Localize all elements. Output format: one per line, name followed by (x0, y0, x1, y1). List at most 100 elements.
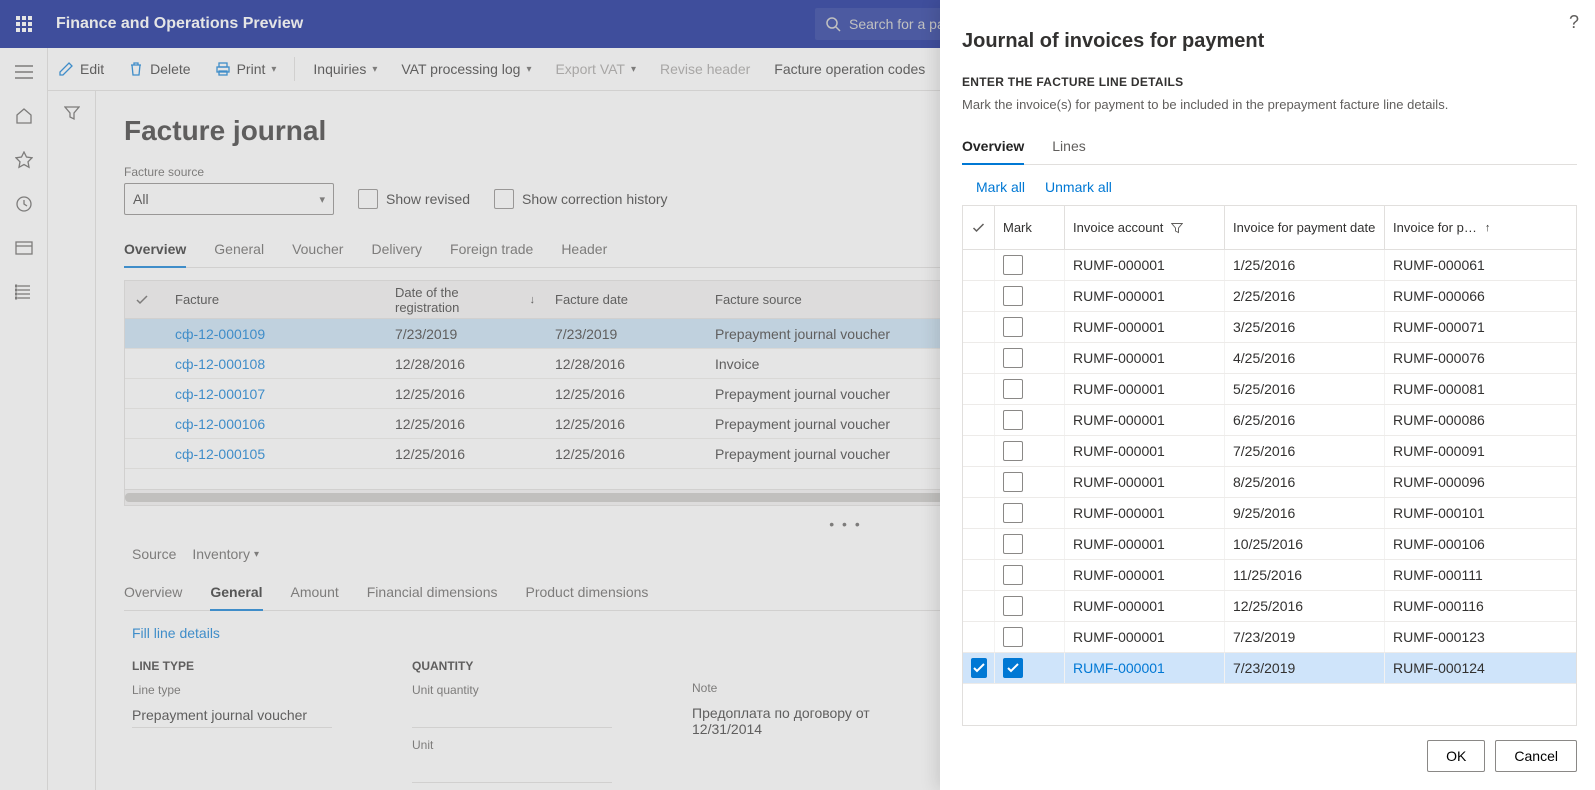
panel-tab-overview[interactable]: Overview (962, 130, 1024, 164)
sort-asc-icon: ↑ (1485, 222, 1491, 234)
table-row[interactable]: RUMF-0000011/25/2016RUMF-000061 (963, 250, 1576, 281)
account-cell: RUMF-000001 (1065, 529, 1225, 559)
mark-checkbox[interactable] (1003, 472, 1023, 492)
mark-checkbox[interactable] (1003, 534, 1023, 554)
number-cell: RUMF-000091 (1385, 436, 1505, 466)
mark-cell[interactable] (995, 250, 1065, 280)
table-row[interactable]: RUMF-00000111/25/2016RUMF-000111 (963, 560, 1576, 591)
account-cell: RUMF-000001 (1065, 653, 1225, 683)
invoice-grid-header: Mark Invoice account Invoice for payment… (963, 206, 1576, 250)
mark-checkbox[interactable] (1003, 627, 1023, 647)
mark-cell[interactable] (995, 529, 1065, 559)
table-row[interactable]: RUMF-0000016/25/2016RUMF-000086 (963, 405, 1576, 436)
col-mark[interactable]: Mark (995, 206, 1065, 249)
table-row[interactable]: RUMF-00000110/25/2016RUMF-000106 (963, 529, 1576, 560)
mark-checkbox[interactable] (1003, 286, 1023, 306)
mark-cell[interactable] (995, 343, 1065, 373)
ok-button[interactable]: OK (1427, 740, 1485, 772)
row-selector[interactable] (963, 467, 995, 497)
panel-description: Mark the invoice(s) for payment to be in… (962, 97, 1577, 112)
number-cell: RUMF-000124 (1385, 653, 1505, 683)
row-selector[interactable] (963, 622, 995, 652)
mark-all-link[interactable]: Mark all (976, 179, 1025, 195)
mark-cell[interactable] (995, 312, 1065, 342)
row-selector[interactable] (963, 436, 995, 466)
table-row[interactable]: RUMF-0000018/25/2016RUMF-000096 (963, 467, 1576, 498)
mark-checkbox[interactable] (1003, 410, 1023, 430)
number-cell: RUMF-000111 (1385, 560, 1505, 590)
number-cell: RUMF-000081 (1385, 374, 1505, 404)
mark-cell[interactable] (995, 622, 1065, 652)
account-cell: RUMF-000001 (1065, 312, 1225, 342)
date-cell: 7/25/2016 (1225, 436, 1385, 466)
table-row[interactable]: RUMF-0000013/25/2016RUMF-000071 (963, 312, 1576, 343)
select-all-column[interactable] (963, 206, 995, 249)
number-cell: RUMF-000086 (1385, 405, 1505, 435)
row-selector[interactable] (963, 250, 995, 280)
panel-subtitle: ENTER THE FACTURE LINE DETAILS (962, 75, 1577, 89)
row-check[interactable] (971, 658, 987, 678)
table-row[interactable]: RUMF-0000017/23/2019RUMF-000123 (963, 622, 1576, 653)
table-row[interactable]: RUMF-0000014/25/2016RUMF-000076 (963, 343, 1576, 374)
panel-tab-lines[interactable]: Lines (1052, 130, 1085, 164)
mark-cell[interactable] (995, 591, 1065, 621)
unmark-all-link[interactable]: Unmark all (1045, 179, 1112, 195)
mark-checkbox[interactable] (1003, 441, 1023, 461)
date-cell: 11/25/2016 (1225, 560, 1385, 590)
mark-checkbox[interactable] (1003, 317, 1023, 337)
date-cell: 12/25/2016 (1225, 591, 1385, 621)
mark-cell[interactable] (995, 467, 1065, 497)
cancel-button[interactable]: Cancel (1495, 740, 1577, 772)
mark-cell[interactable] (995, 498, 1065, 528)
mark-checkbox[interactable] (1003, 565, 1023, 585)
col-number[interactable]: Invoice for p…↑ (1385, 206, 1505, 249)
mark-cell[interactable] (995, 560, 1065, 590)
row-selector[interactable] (963, 405, 995, 435)
mark-cell[interactable] (995, 653, 1065, 683)
mark-checkbox[interactable] (1003, 255, 1023, 275)
table-row[interactable]: RUMF-0000015/25/2016RUMF-000081 (963, 374, 1576, 405)
number-cell: RUMF-000071 (1385, 312, 1505, 342)
date-cell: 6/25/2016 (1225, 405, 1385, 435)
mark-cell[interactable] (995, 405, 1065, 435)
account-cell: RUMF-000001 (1065, 436, 1225, 466)
row-selector[interactable] (963, 312, 995, 342)
mark-cell[interactable] (995, 436, 1065, 466)
number-cell: RUMF-000123 (1385, 622, 1505, 652)
row-selector[interactable] (963, 591, 995, 621)
row-selector[interactable] (963, 498, 995, 528)
account-cell: RUMF-000001 (1065, 250, 1225, 280)
col-date[interactable]: Invoice for payment date (1225, 206, 1385, 249)
account-cell: RUMF-000001 (1065, 467, 1225, 497)
row-selector[interactable] (963, 374, 995, 404)
account-cell: RUMF-000001 (1065, 560, 1225, 590)
invoice-panel: ? Journal of invoices for payment ENTER … (940, 0, 1595, 790)
mark-checkbox[interactable] (1003, 658, 1023, 678)
table-row[interactable]: RUMF-0000019/25/2016RUMF-000101 (963, 498, 1576, 529)
date-cell: 8/25/2016 (1225, 467, 1385, 497)
number-cell: RUMF-000076 (1385, 343, 1505, 373)
table-row[interactable]: RUMF-00000112/25/2016RUMF-000116 (963, 591, 1576, 622)
row-selector[interactable] (963, 560, 995, 590)
row-selector[interactable] (963, 343, 995, 373)
account-cell: RUMF-000001 (1065, 622, 1225, 652)
row-selector[interactable] (963, 653, 995, 683)
mark-cell[interactable] (995, 281, 1065, 311)
table-row[interactable]: RUMF-0000012/25/2016RUMF-000066 (963, 281, 1576, 312)
table-row[interactable]: RUMF-0000017/25/2016RUMF-000091 (963, 436, 1576, 467)
mark-checkbox[interactable] (1003, 596, 1023, 616)
number-cell: RUMF-000101 (1385, 498, 1505, 528)
row-selector[interactable] (963, 529, 995, 559)
mark-cell[interactable] (995, 374, 1065, 404)
col-account[interactable]: Invoice account (1065, 206, 1225, 249)
date-cell: 1/25/2016 (1225, 250, 1385, 280)
table-row[interactable]: RUMF-0000017/23/2019RUMF-000124 (963, 653, 1576, 684)
mark-checkbox[interactable] (1003, 379, 1023, 399)
filter-icon (1171, 222, 1183, 234)
row-selector[interactable] (963, 281, 995, 311)
check-icon (971, 222, 986, 234)
help-button[interactable]: ? (1569, 12, 1579, 33)
mark-checkbox[interactable] (1003, 503, 1023, 523)
mark-checkbox[interactable] (1003, 348, 1023, 368)
date-cell: 4/25/2016 (1225, 343, 1385, 373)
